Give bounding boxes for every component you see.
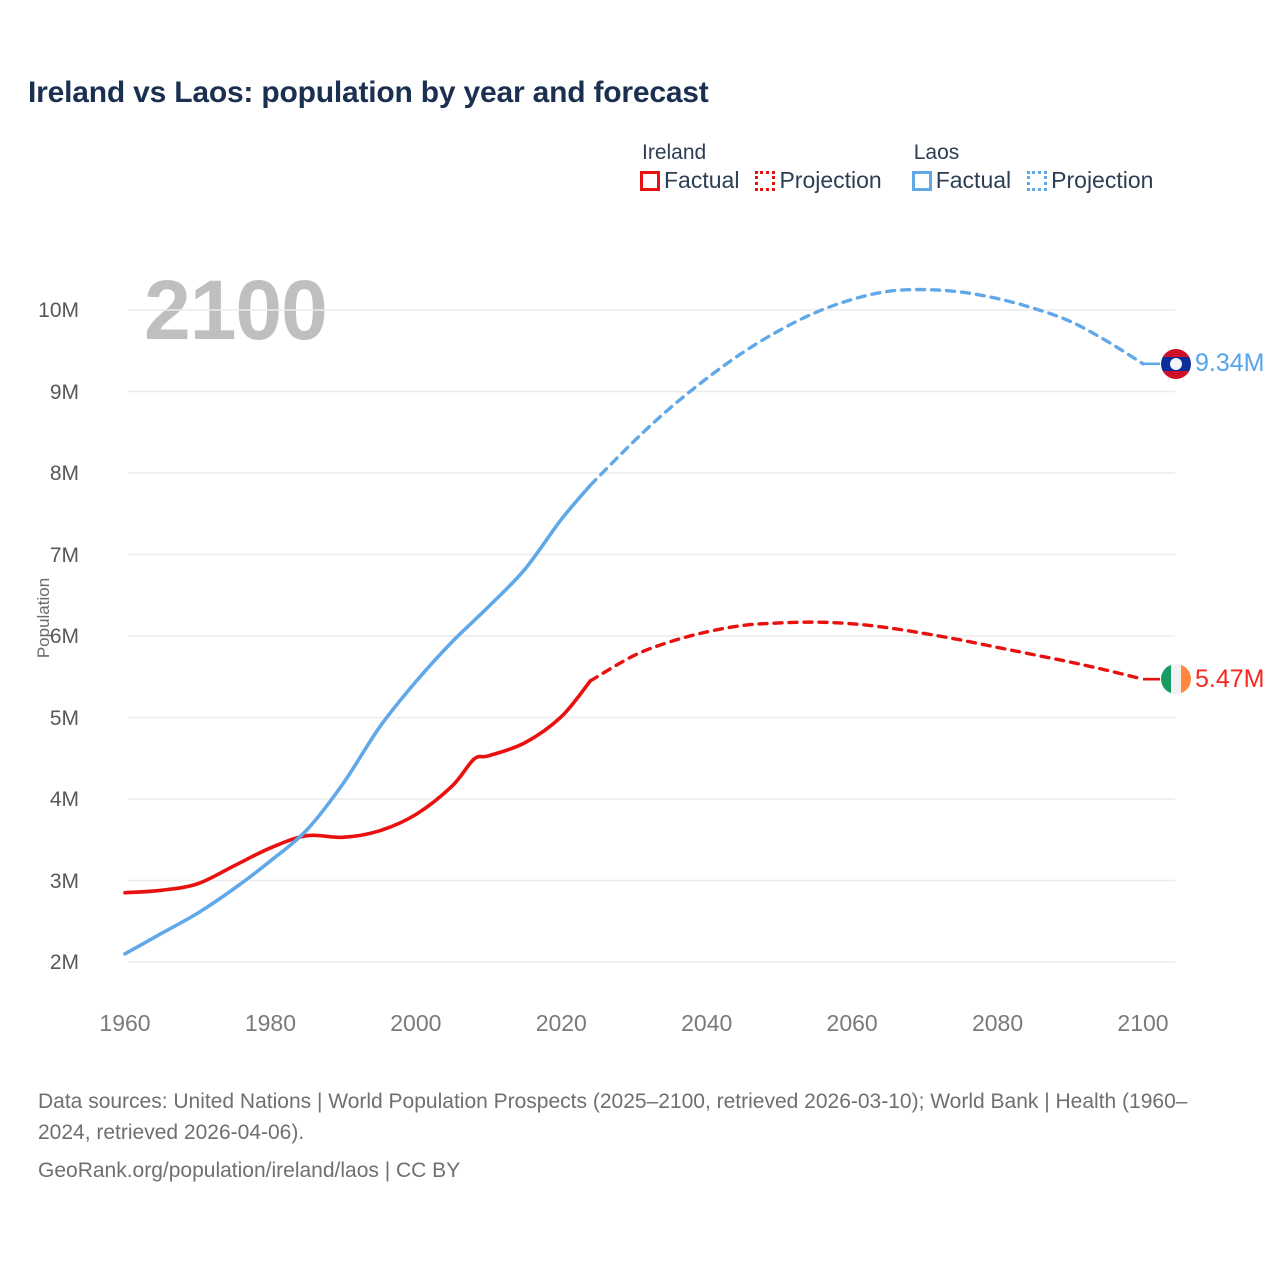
end-marker-laos: 9.34M: [1161, 348, 1265, 379]
x-tick-label: 1960: [99, 1010, 151, 1036]
gridlines: [128, 309, 1175, 963]
y-tick-label: 6M: [49, 625, 79, 648]
x-tick-label: 1980: [244, 1010, 296, 1036]
y-tick-label: 10M: [38, 299, 79, 322]
legend-group-laos: Laos Factual Projection: [911, 141, 1153, 193]
legend-group-ireland: Ireland Factual Projection: [640, 142, 882, 192]
legend-swatch-dotted-icon: [1027, 170, 1048, 191]
chart-legend: Ireland Factual Projection Laos Factual: [640, 142, 1153, 192]
legend-swatch-solid-icon: [640, 170, 660, 191]
footer-credit[interactable]: GeoRank.org/population/ireland/laos | CC…: [38, 1159, 461, 1183]
end-value-laos: 9.34M: [1195, 349, 1265, 378]
ireland-flag-icon: [1161, 664, 1191, 695]
x-tick-label: 2000: [390, 1010, 442, 1036]
x-tick-label: 2020: [535, 1010, 587, 1036]
legend-group-title-laos: Laos: [913, 141, 960, 164]
y-tick-label: 7M: [49, 543, 79, 567]
legend-label-ireland-projection: Projection: [779, 167, 882, 193]
legend-item-ireland-factual[interactable]: Factual: [640, 169, 739, 192]
leader-lines: [1143, 362, 1160, 681]
y-tick-label: 4M: [49, 788, 79, 811]
legend-entries-ireland: Factual Projection: [640, 169, 882, 192]
footer: Data sources: United Nations | World Pop…: [38, 1086, 1258, 1186]
y-tick-label: 2M: [49, 951, 79, 974]
x-tick-label: 2100: [1117, 1010, 1169, 1036]
end-marker-ireland: 5.47M: [1161, 664, 1265, 695]
legend-entries-laos: Factual Projection: [911, 167, 1153, 193]
series-line-laos-projection: [588, 287, 1145, 487]
series-line-ireland-projection: [588, 620, 1145, 683]
legend-swatch-dotted-icon: [755, 170, 776, 191]
end-value-ireland: 5.47M: [1195, 664, 1265, 693]
legend-item-ireland-projection[interactable]: Projection: [755, 167, 882, 193]
legend-label-laos-projection: Projection: [1051, 167, 1154, 193]
y-tick-label: 9M: [49, 380, 79, 404]
y-tick-label: 5M: [49, 706, 79, 730]
x-tick-label: 2060: [826, 1010, 878, 1036]
series-lines: [123, 287, 1145, 956]
series-line-laos-factual: [123, 483, 593, 956]
year-watermark: 2100: [144, 263, 328, 357]
y-tick-label: 8M: [49, 462, 79, 485]
page-title: Ireland vs Laos: population by year and …: [28, 76, 709, 109]
legend-item-laos-factual[interactable]: Factual: [911, 167, 1012, 193]
legend-label-ireland-factual: Factual: [664, 167, 740, 193]
series-line-ireland-factual: [123, 679, 593, 895]
legend-swatch-solid-icon: [911, 170, 932, 191]
footer-data-sources: Data sources: United Nations | World Pop…: [38, 1090, 1188, 1145]
x-tick-label: 2080: [971, 1010, 1024, 1036]
x-tick-label: 2040: [681, 1010, 733, 1036]
legend-item-laos-projection[interactable]: Projection: [1027, 169, 1153, 192]
laos-flag-icon: [1161, 348, 1191, 379]
y-axis-title: Population: [34, 577, 53, 659]
legend-group-title-ireland: Ireland: [642, 141, 707, 164]
legend-label-laos-factual: Factual: [935, 167, 1012, 193]
y-tick-label: 3M: [49, 869, 79, 893]
